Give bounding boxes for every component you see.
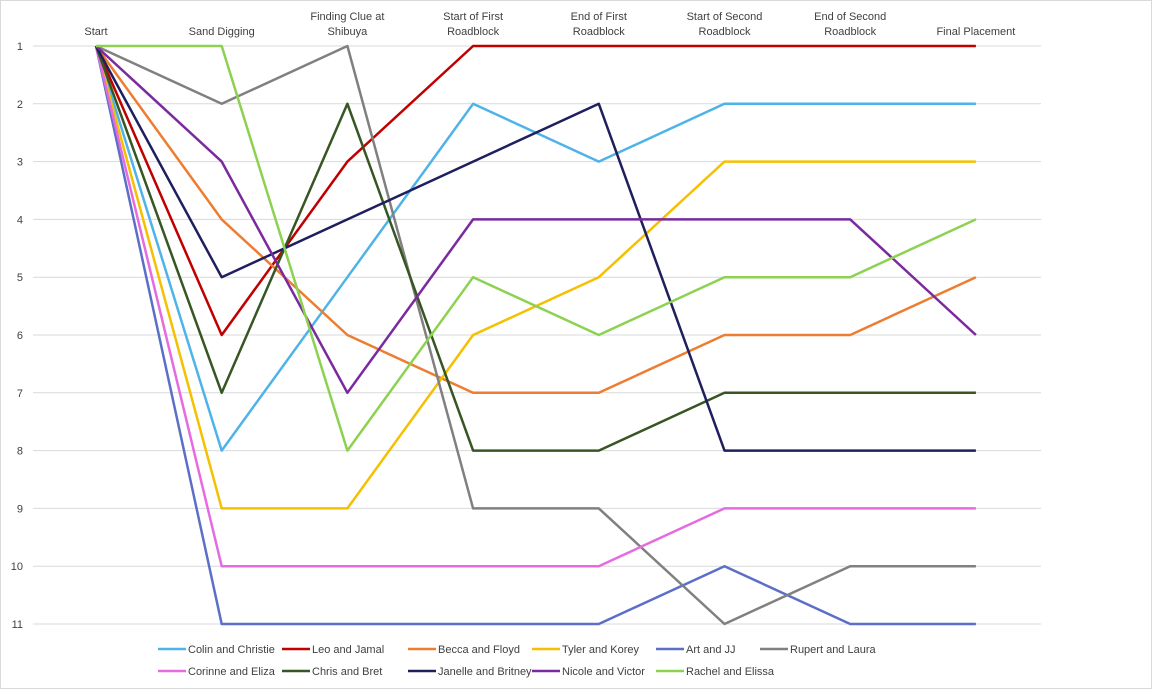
legend-label: Nicole and Victor bbox=[562, 666, 645, 678]
series-line-nicole-and-victor bbox=[95, 45, 977, 395]
series-line-colin-and-christie bbox=[94, 45, 976, 452]
y-tick-label: 5 bbox=[17, 272, 23, 284]
legend-item: Chris and Bret bbox=[282, 666, 382, 678]
legend-label: Becca and Floyd bbox=[438, 644, 520, 656]
legend-item: Rachel and Elissa bbox=[656, 666, 775, 678]
x-tick-label: Start bbox=[84, 26, 107, 38]
legend-label: Chris and Bret bbox=[312, 666, 382, 678]
x-tick-label: Sand Digging bbox=[189, 26, 255, 38]
series-line-janelle-and-britney bbox=[94, 45, 976, 452]
legend-item: Corinne and Eliza bbox=[158, 666, 276, 678]
y-tick-label: 3 bbox=[17, 157, 23, 169]
legend-label: Corinne and Eliza bbox=[188, 666, 276, 678]
legend-item: Rupert and Laura bbox=[760, 644, 876, 656]
y-tick-label: 1 bbox=[17, 41, 23, 53]
legend-item: Leo and Jamal bbox=[282, 644, 384, 656]
y-tick-label: 9 bbox=[17, 503, 23, 515]
legend-label: Art and JJ bbox=[686, 644, 736, 656]
series-line-rupert-and-laura bbox=[95, 44, 976, 626]
y-tick-label: 7 bbox=[17, 388, 23, 400]
y-tick-label: 6 bbox=[17, 330, 23, 342]
legend-label: Rupert and Laura bbox=[790, 644, 876, 656]
legend-label: Tyler and Korey bbox=[562, 644, 640, 656]
x-tick-label: Start of Second Roadblock bbox=[687, 11, 763, 38]
legend-label: Colin and Christie bbox=[188, 644, 275, 656]
y-tick-label: 8 bbox=[17, 446, 23, 458]
legend-item: Becca and Floyd bbox=[408, 644, 520, 656]
series-line-corinne-and-eliza bbox=[94, 45, 976, 568]
legend-label: Rachel and Elissa bbox=[686, 666, 775, 678]
y-tick-label: 2 bbox=[17, 99, 23, 111]
series-line-rachel-and-elissa bbox=[96, 44, 977, 452]
legend-item: Tyler and Korey bbox=[532, 644, 640, 656]
series-line-becca-and-floyd bbox=[94, 45, 977, 395]
x-tick-label: End of First Roadblock bbox=[571, 11, 627, 38]
legend-item: Nicole and Victor bbox=[532, 666, 645, 678]
series-line-chris-and-bret bbox=[94, 45, 976, 452]
y-tick-label: 11 bbox=[12, 619, 23, 631]
legend-label: Janelle and Britney bbox=[438, 666, 532, 678]
x-tick-label: Finding Clue at Shibuya bbox=[310, 11, 384, 38]
y-tick-label: 4 bbox=[17, 214, 23, 226]
legend-item: Colin and Christie bbox=[158, 644, 275, 656]
y-tick-label: 10 bbox=[11, 561, 23, 573]
legend-item: Art and JJ bbox=[656, 644, 736, 656]
series-line-art-and-jj bbox=[94, 45, 976, 626]
x-tick-label: Start of First Roadblock bbox=[443, 11, 503, 38]
legend-label: Leo and Jamal bbox=[312, 644, 384, 656]
x-tick-label: End of Second Roadblock bbox=[814, 11, 886, 38]
x-tick-label: Final Placement bbox=[936, 26, 1015, 38]
series-line-leo-and-jamal bbox=[94, 44, 976, 337]
legend-item: Janelle and Britney bbox=[408, 666, 532, 678]
